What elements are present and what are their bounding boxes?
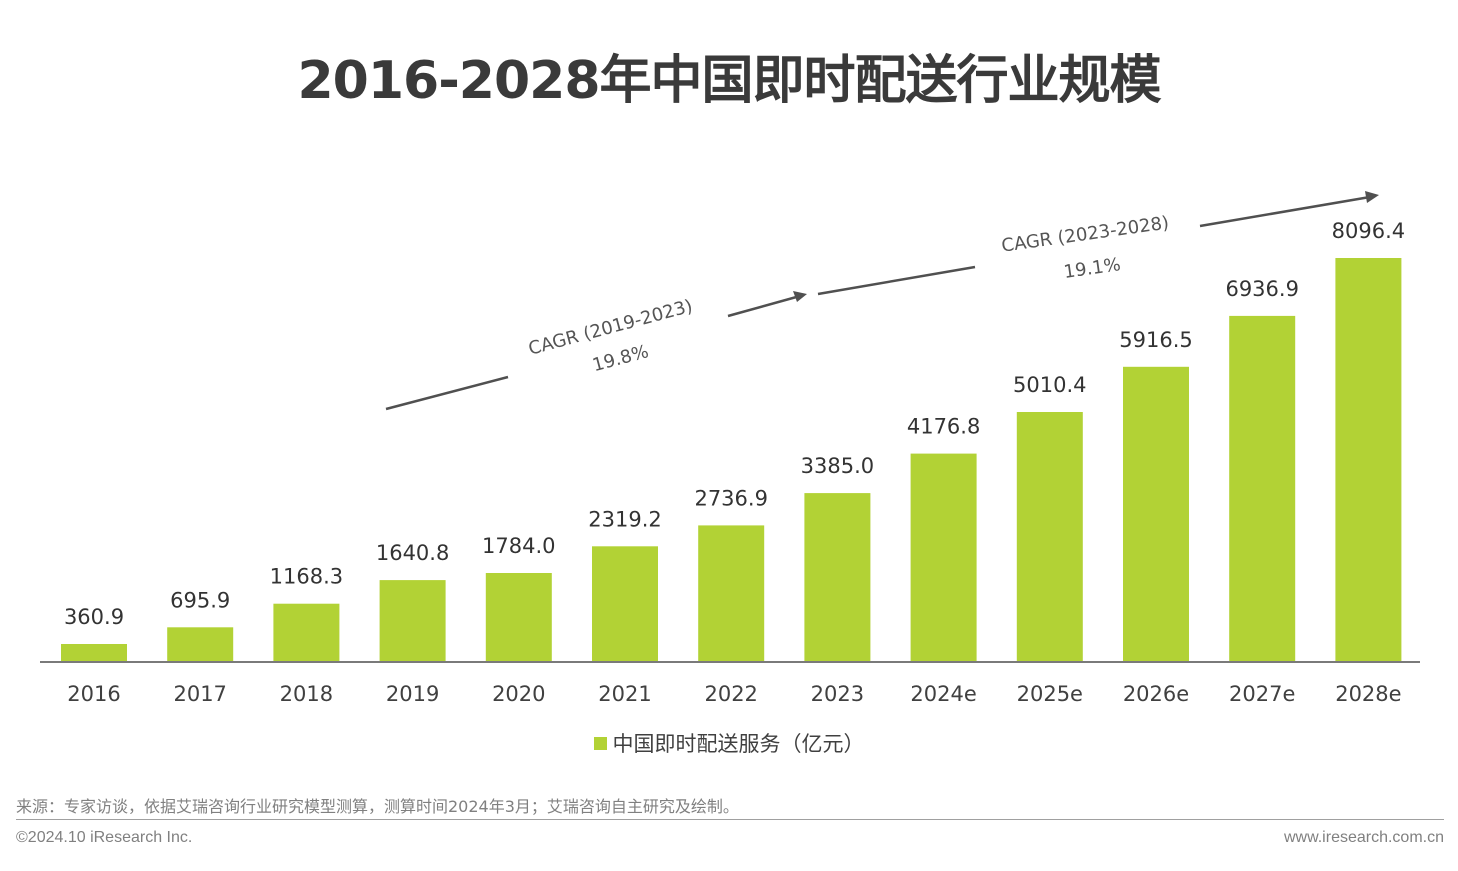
chart-title: 2016-2028年中国即时配送行业规模: [297, 51, 1161, 111]
value-label-2028e: 8096.4: [1332, 219, 1405, 243]
legend: 中国即时配送服务（亿元）: [0, 728, 1458, 758]
value-label-2018: 1168.3: [270, 565, 343, 589]
bar-2020: [485, 573, 552, 662]
website-url: www.iresearch.com.cn: [1283, 829, 1444, 846]
bar-2018: [273, 603, 340, 662]
cagr-label-2: CAGR (2023-2028): [1000, 212, 1170, 256]
x-tick-labels-group: 2016 2017 2018 2019 2020 2021 2022 2023 2024e 202…: [67, 682, 1401, 706]
value-label-2025e: 5010.4: [1013, 373, 1086, 397]
legend-label: 中国即时配送服务（亿元）: [612, 732, 865, 756]
value-label-2022: 2736.9: [694, 486, 767, 510]
x-tick-label-2017: 2017: [173, 682, 226, 706]
bar-2028e: [1335, 258, 1402, 662]
bar-2016: [61, 644, 127, 662]
value-label-2019: 1640.8: [376, 541, 449, 565]
x-tick-label-2022: 2022: [704, 682, 757, 706]
cagr-arrow-line-1a: [385, 375, 509, 411]
bar-2023: [804, 493, 871, 662]
legend-swatch: [593, 737, 607, 750]
value-label-2023: 3385.0: [801, 454, 874, 478]
bar-2026e: [1123, 366, 1189, 662]
bar-2019: [379, 580, 446, 662]
x-tick-label-2027e: 2027e: [1229, 682, 1295, 706]
value-label-2026e: 5916.5: [1119, 328, 1192, 352]
cagr-arrow-head-2: [1365, 191, 1379, 203]
bar-2022: [698, 525, 765, 662]
cagr-arrow-head-1: [793, 291, 807, 302]
bar-2024e: [910, 453, 977, 662]
copyright: ©2024.10 iResearch Inc.: [16, 829, 193, 846]
bar-2025e: [1016, 412, 1083, 662]
x-tick-label-2018: 2018: [280, 682, 333, 706]
value-label-2021: 2319.2: [588, 507, 661, 531]
cagr-arrow-line-2b: [1199, 195, 1371, 228]
footer-divider: [16, 819, 1444, 820]
bar-2021: [592, 546, 658, 662]
cagr-value-2: 19.1%: [1062, 254, 1122, 283]
bar-2027e: [1229, 315, 1296, 662]
x-tick-label-2021: 2021: [598, 682, 651, 706]
cagr-arrow-line-2a: [817, 265, 976, 296]
x-tick-label-2024e: 2024e: [910, 682, 976, 706]
source-note: 来源：专家访谈，依据艾瑞咨询行业研究模型测算，测算时间2024年3月；艾瑞咨询自…: [16, 797, 739, 816]
value-label-2027e: 6936.9: [1225, 277, 1298, 301]
x-tick-label-2016: 2016: [67, 682, 120, 706]
value-label-2016: 360.9: [64, 605, 124, 629]
bar-2017: [167, 627, 234, 662]
x-tick-label-2025e: 2025e: [1017, 682, 1083, 706]
x-tick-label-2023: 2023: [811, 682, 864, 706]
value-label-2024e: 4176.8: [907, 415, 980, 439]
cagr-annotation-2019-2023: CAGR (2019-2023) 19.8%: [385, 291, 807, 411]
x-tick-label-2026e: 2026e: [1123, 682, 1189, 706]
value-label-2017: 695.9: [170, 588, 230, 612]
x-tick-label-2028e: 2028e: [1335, 682, 1401, 706]
x-tick-label-2019: 2019: [386, 682, 439, 706]
x-tick-label-2020: 2020: [492, 682, 545, 706]
cagr-value-1: 19.8%: [590, 341, 651, 376]
bars-group: [61, 258, 1402, 662]
cagr-arrow-line-1b: [727, 294, 801, 318]
value-labels-group: 360.9 695.9 1168.3 1640.8 1784.0 2319.2 2736.9…: [64, 219, 1405, 629]
value-label-2020: 1784.0: [482, 534, 555, 558]
